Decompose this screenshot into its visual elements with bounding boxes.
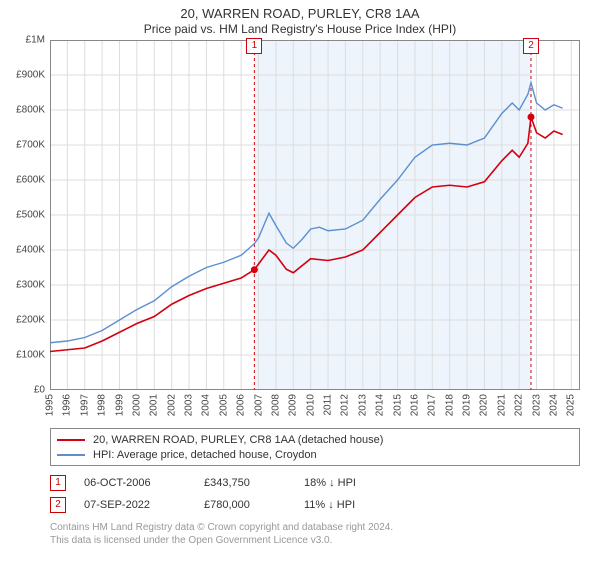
x-tick-label: 1997 xyxy=(79,394,90,416)
page-root: 20, WARREN ROAD, PURLEY, CR8 1AA Price p… xyxy=(0,6,600,566)
x-tick-label: 2024 xyxy=(548,394,559,416)
sale-delta: 11% ↓ HPI xyxy=(304,499,414,511)
x-tick-label: 1999 xyxy=(114,394,125,416)
footer-line-1: Contains HM Land Registry data © Crown c… xyxy=(50,522,580,535)
legend-item-subject: 20, WARREN ROAD, PURLEY, CR8 1AA (detach… xyxy=(57,432,573,447)
sale-marker-flag: 2 xyxy=(523,38,539,54)
x-tick-label: 2015 xyxy=(392,394,403,416)
legend-label-subject: 20, WARREN ROAD, PURLEY, CR8 1AA (detach… xyxy=(93,434,383,446)
sale-delta: 18% ↓ HPI xyxy=(304,477,414,489)
y-tick-label: £700K xyxy=(0,140,45,151)
x-tick-label: 2016 xyxy=(409,394,420,416)
x-tick-label: 2007 xyxy=(253,394,264,416)
y-tick-label: £600K xyxy=(0,175,45,186)
chart-svg xyxy=(50,40,580,390)
title-sub: Price paid vs. HM Land Registry's House … xyxy=(0,22,600,36)
x-tick-label: 2025 xyxy=(566,394,577,416)
x-tick-label: 2017 xyxy=(427,394,438,416)
legend-swatch-hpi xyxy=(57,454,85,456)
x-tick-label: 2021 xyxy=(496,394,507,416)
x-tick-label: 2000 xyxy=(131,394,142,416)
legend-box: 20, WARREN ROAD, PURLEY, CR8 1AA (detach… xyxy=(50,428,580,466)
x-tick-label: 2008 xyxy=(270,394,281,416)
x-tick-label: 2002 xyxy=(166,394,177,416)
x-tick-label: 1996 xyxy=(62,394,73,416)
y-tick-label: £300K xyxy=(0,280,45,291)
x-tick-label: 2018 xyxy=(444,394,455,416)
legend-swatch-subject xyxy=(57,439,85,441)
x-tick-label: 2004 xyxy=(201,394,212,416)
x-tick-label: 2010 xyxy=(305,394,316,416)
x-tick-label: 2009 xyxy=(288,394,299,416)
x-tick-label: 2003 xyxy=(184,394,195,416)
x-tick-label: 2020 xyxy=(479,394,490,416)
x-tick-label: 2006 xyxy=(236,394,247,416)
sale-date: 07-SEP-2022 xyxy=(84,499,204,511)
x-tick-label: 2012 xyxy=(340,394,351,416)
sale-price: £780,000 xyxy=(204,499,304,511)
x-tick-label: 1998 xyxy=(97,394,108,416)
y-tick-label: £900K xyxy=(0,70,45,81)
sales-table: 1 06-OCT-2006 £343,750 18% ↓ HPI 2 07-SE… xyxy=(50,472,580,516)
y-tick-label: £800K xyxy=(0,105,45,116)
x-tick-label: 2011 xyxy=(323,394,334,416)
sale-marker-flag: 1 xyxy=(246,38,262,54)
x-tick-label: 2001 xyxy=(149,394,160,416)
x-tick-label: 2013 xyxy=(357,394,368,416)
x-tick-label: 2019 xyxy=(462,394,473,416)
y-tick-label: £400K xyxy=(0,245,45,256)
y-tick-label: £0 xyxy=(0,385,45,396)
footer-line-2: This data is licensed under the Open Gov… xyxy=(50,535,580,548)
sale-row: 1 06-OCT-2006 £343,750 18% ↓ HPI xyxy=(50,472,580,494)
x-tick-label: 2014 xyxy=(375,394,386,416)
footer-attribution: Contains HM Land Registry data © Crown c… xyxy=(50,522,580,547)
x-tick-label: 1995 xyxy=(45,394,56,416)
title-main: 20, WARREN ROAD, PURLEY, CR8 1AA xyxy=(0,6,600,21)
sale-row: 2 07-SEP-2022 £780,000 11% ↓ HPI xyxy=(50,494,580,516)
legend-label-hpi: HPI: Average price, detached house, Croy… xyxy=(93,449,317,461)
y-tick-label: £1M xyxy=(0,35,45,46)
y-tick-label: £200K xyxy=(0,315,45,326)
sale-marker-1: 1 xyxy=(50,475,66,491)
x-tick-label: 2022 xyxy=(514,394,525,416)
legend-item-hpi: HPI: Average price, detached house, Croy… xyxy=(57,447,573,462)
chart-area: £0£100K£200K£300K£400K£500K£600K£700K£80… xyxy=(50,40,580,390)
y-tick-label: £100K xyxy=(0,350,45,361)
x-tick-label: 2005 xyxy=(218,394,229,416)
sale-price: £343,750 xyxy=(204,477,304,489)
x-tick-label: 2023 xyxy=(531,394,542,416)
sale-date: 06-OCT-2006 xyxy=(84,477,204,489)
sale-marker-2: 2 xyxy=(50,497,66,513)
y-tick-label: £500K xyxy=(0,210,45,221)
